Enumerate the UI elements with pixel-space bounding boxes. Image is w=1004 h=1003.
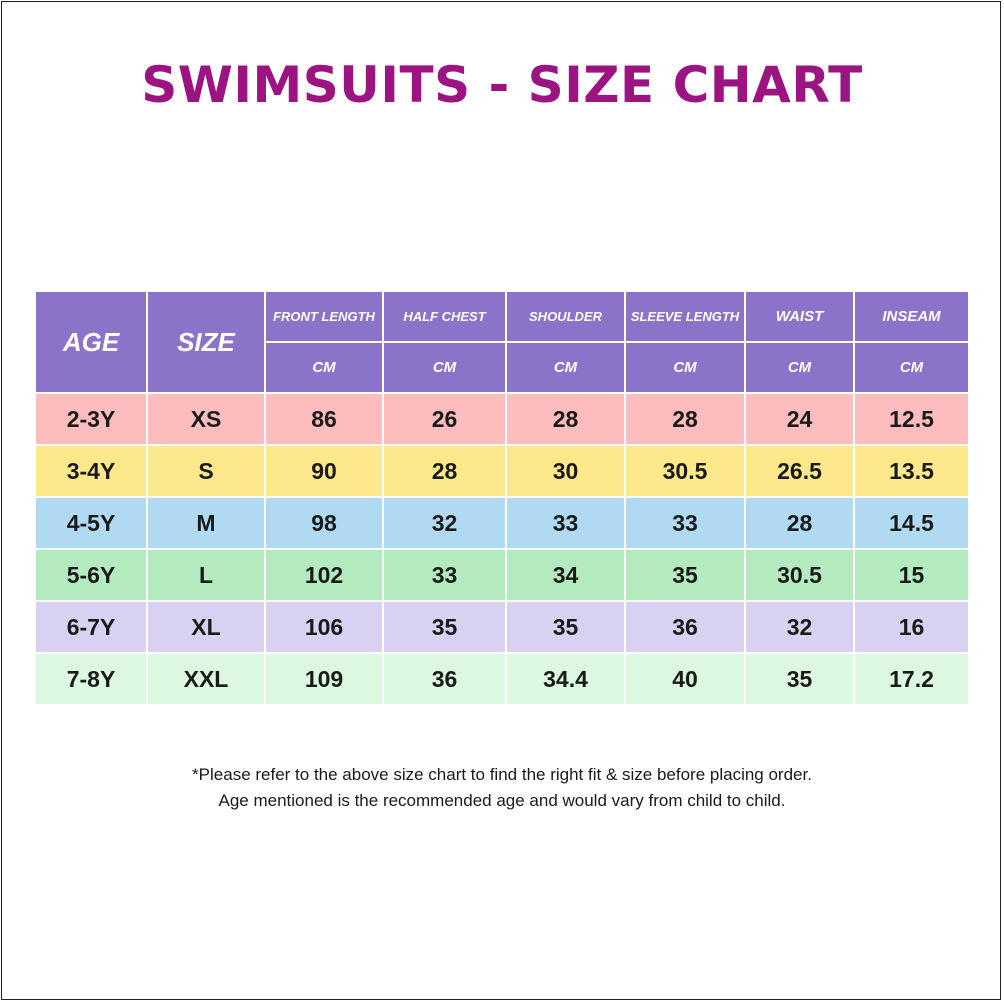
waist-cell: 35 [744,652,855,706]
shoulder-cell: 33 [505,496,626,550]
half-chest-cell: 35 [382,600,507,654]
sleeve-length-cell: 33 [624,496,746,550]
shoulder-cell: 34.4 [505,652,626,706]
unit-cm: CM [382,341,507,394]
age-cell: 5-6Y [34,548,148,602]
half-chest-cell: 26 [382,392,507,446]
age-cell: 2-3Y [34,392,148,446]
front-length-cell: 106 [264,600,384,654]
size-cell: M [146,496,266,550]
footnote: *Please refer to the above size chart to… [0,762,1004,814]
front-length-cell: 90 [264,444,384,498]
header-waist: WAIST [744,290,855,343]
waist-cell: 30.5 [744,548,855,602]
inseam-cell: 15 [853,548,970,602]
shoulder-cell: 34 [505,548,626,602]
half-chest-cell: 36 [382,652,507,706]
inseam-cell: 13.5 [853,444,970,498]
half-chest-cell: 28 [382,444,507,498]
sleeve-length-cell: 35 [624,548,746,602]
table-row: 3-4Y S 90 28 30 30.5 26.5 13.5 [34,444,970,498]
unit-cm: CM [624,341,746,394]
front-length-cell: 109 [264,652,384,706]
header-row-units: CM CM CM CM CM CM [35,341,970,394]
half-chest-cell: 33 [382,548,507,602]
front-length-cell: 86 [264,392,384,446]
table-body: 2-3Y XS 86 26 28 28 24 12.5 3-4Y S 90 28 30 30.5 26.5 1… [34,392,970,706]
header-front-length: FRONT LENGTH [264,290,384,343]
age-cell: 7-8Y [34,652,148,706]
header-size: SIZE [146,290,266,394]
waist-cell: 24 [744,392,855,446]
unit-cm: CM [744,341,855,394]
inseam-cell: 12.5 [853,392,970,446]
size-chart-table: AGE SIZE FRONT LENGTH HALF CHEST SHOULDE… [34,290,970,706]
header-inseam: INSEAM [853,290,970,343]
footnote-line-1: *Please refer to the above size chart to… [192,765,812,784]
size-cell: XL [146,600,266,654]
table-row: 2-3Y XS 86 26 28 28 24 12.5 [34,392,970,446]
header-shoulder: SHOULDER [505,290,626,343]
header-sleeve-length: SLEEVE LENGTH [624,290,746,343]
age-cell: 6-7Y [34,600,148,654]
inseam-cell: 16 [853,600,970,654]
page-title: SWIMSUITS - SIZE CHART [141,56,863,114]
header-half-chest: HALF CHEST [382,290,507,343]
sleeve-length-cell: 36 [624,600,746,654]
table-row: 7-8Y XXL 109 36 34.4 40 35 17.2 [34,652,970,706]
shoulder-cell: 35 [505,600,626,654]
unit-cm: CM [264,341,384,394]
shoulder-cell: 28 [505,392,626,446]
size-cell: L [146,548,266,602]
sleeve-length-cell: 28 [624,392,746,446]
inseam-cell: 17.2 [853,652,970,706]
waist-cell: 28 [744,496,855,550]
table-row: 5-6Y L 102 33 34 35 30.5 15 [34,548,970,602]
header-row-labels: AGE SIZE FRONT LENGTH HALF CHEST SHOULDE… [34,290,970,394]
front-length-cell: 98 [264,496,384,550]
sleeve-length-cell: 30.5 [624,444,746,498]
unit-cm: CM [853,341,970,394]
unit-cm: CM [505,341,626,394]
size-cell: S [146,444,266,498]
inseam-cell: 14.5 [853,496,970,550]
sleeve-length-cell: 40 [624,652,746,706]
header-age: AGE [34,290,148,394]
size-cell: XS [146,392,266,446]
age-cell: 3-4Y [34,444,148,498]
age-cell: 4-5Y [34,496,148,550]
shoulder-cell: 30 [505,444,626,498]
half-chest-cell: 32 [382,496,507,550]
size-cell: XXL [146,652,266,706]
waist-cell: 26.5 [744,444,855,498]
footnote-line-2: Age mentioned is the recommended age and… [218,791,786,810]
front-length-cell: 102 [264,548,384,602]
table-row: 4-5Y M 98 32 33 33 28 14.5 [34,496,970,550]
table-row: 6-7Y XL 106 35 35 36 32 16 [34,600,970,654]
waist-cell: 32 [744,600,855,654]
